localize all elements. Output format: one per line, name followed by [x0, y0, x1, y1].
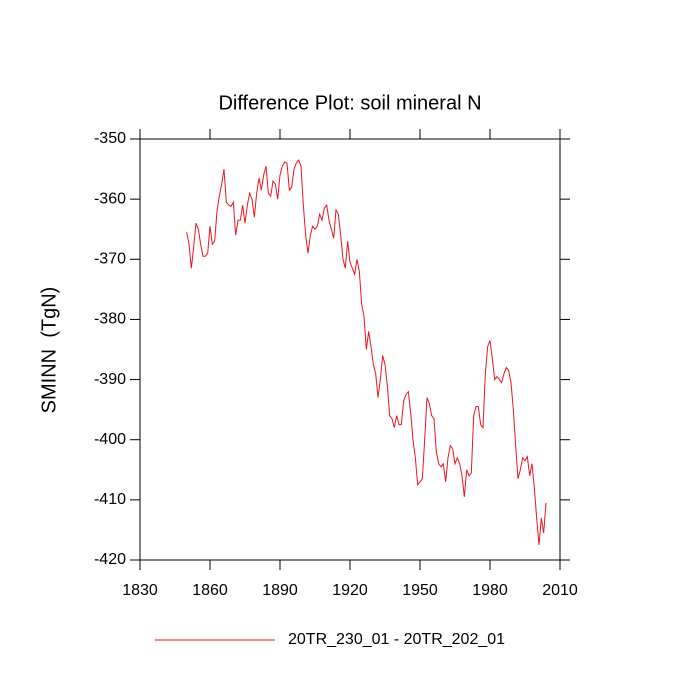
legend-label: 20TR_230_01 - 20TR_202_01	[288, 631, 505, 648]
x-tick-label: 1890	[262, 582, 298, 599]
x-tick-label: 2010	[542, 582, 578, 599]
y-tick-label: -370	[94, 251, 126, 268]
x-tick-label: 1980	[472, 582, 508, 599]
y-tick-label: -360	[94, 190, 126, 207]
plot-frame	[139, 138, 561, 561]
x-tick-label: 1950	[402, 582, 438, 599]
y-tick-label: -400	[94, 431, 126, 448]
y-tick-label: -380	[94, 311, 126, 328]
y-tick-label: -420	[94, 551, 126, 568]
y-tick-label: -410	[94, 491, 126, 508]
x-tick-label: 1860	[192, 582, 228, 599]
y-tick-label: -390	[94, 371, 126, 388]
x-tick-label: 1920	[332, 582, 368, 599]
data-line	[186, 159, 547, 546]
y-axis-label: SMINN (TgN)	[38, 287, 60, 414]
y-tick-label: -350	[94, 130, 126, 147]
x-tick-label: 1830	[122, 582, 158, 599]
chart-title: Difference Plot: soil mineral N	[218, 92, 481, 114]
